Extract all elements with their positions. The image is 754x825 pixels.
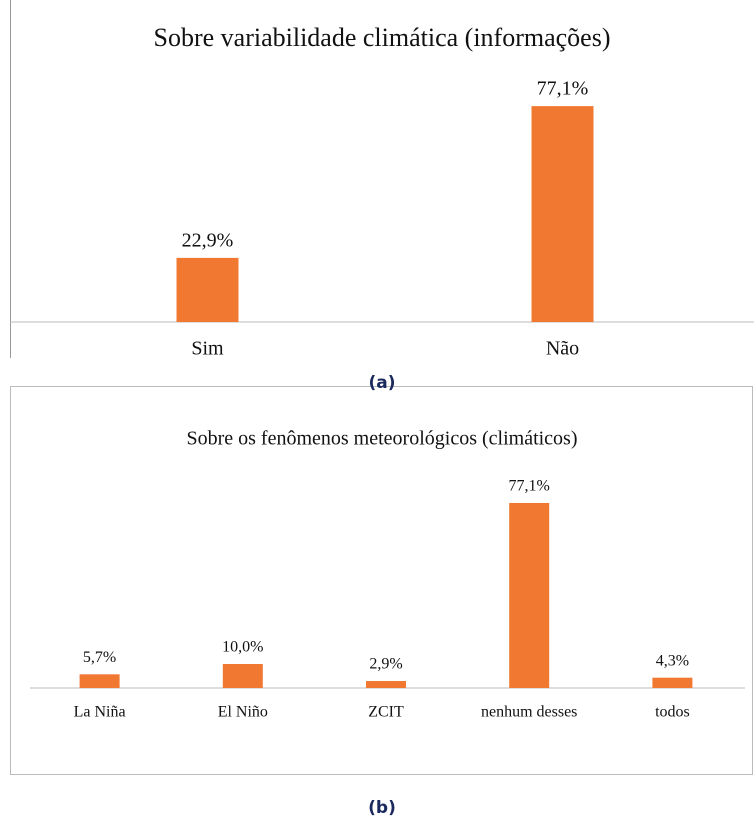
data-label: 77,1% (537, 78, 589, 100)
data-label: 22,9% (182, 229, 234, 251)
x-tick-label: todos (655, 704, 690, 721)
x-tick-label: El Niño (218, 704, 268, 721)
bar (509, 502, 550, 688)
x-tick-label: La Niña (74, 704, 126, 721)
x-tick-label: ZCIT (368, 704, 404, 721)
bar (366, 681, 406, 688)
data-label: 2,9% (369, 656, 402, 673)
x-tick-label: nenhum desses (481, 704, 577, 721)
chart-title: Sobre variabilidade climática (informaçõ… (154, 23, 611, 52)
data-label: 77,1% (509, 478, 550, 495)
bar (176, 257, 239, 322)
bar (652, 677, 693, 688)
x-tick-label: Não (546, 338, 579, 360)
caption: (b) (368, 798, 396, 818)
data-label: 4,3% (656, 652, 689, 669)
bar (222, 664, 263, 688)
caption: (a) (368, 373, 395, 393)
data-label: 5,7% (83, 649, 116, 666)
bar (79, 674, 120, 688)
frame-b (10, 386, 753, 775)
x-tick-label: Sim (191, 338, 224, 360)
data-label: 10,0% (222, 639, 263, 656)
chart-title: Sobre os fenômenos meteorológicos (climá… (186, 428, 577, 450)
bar (531, 106, 594, 323)
